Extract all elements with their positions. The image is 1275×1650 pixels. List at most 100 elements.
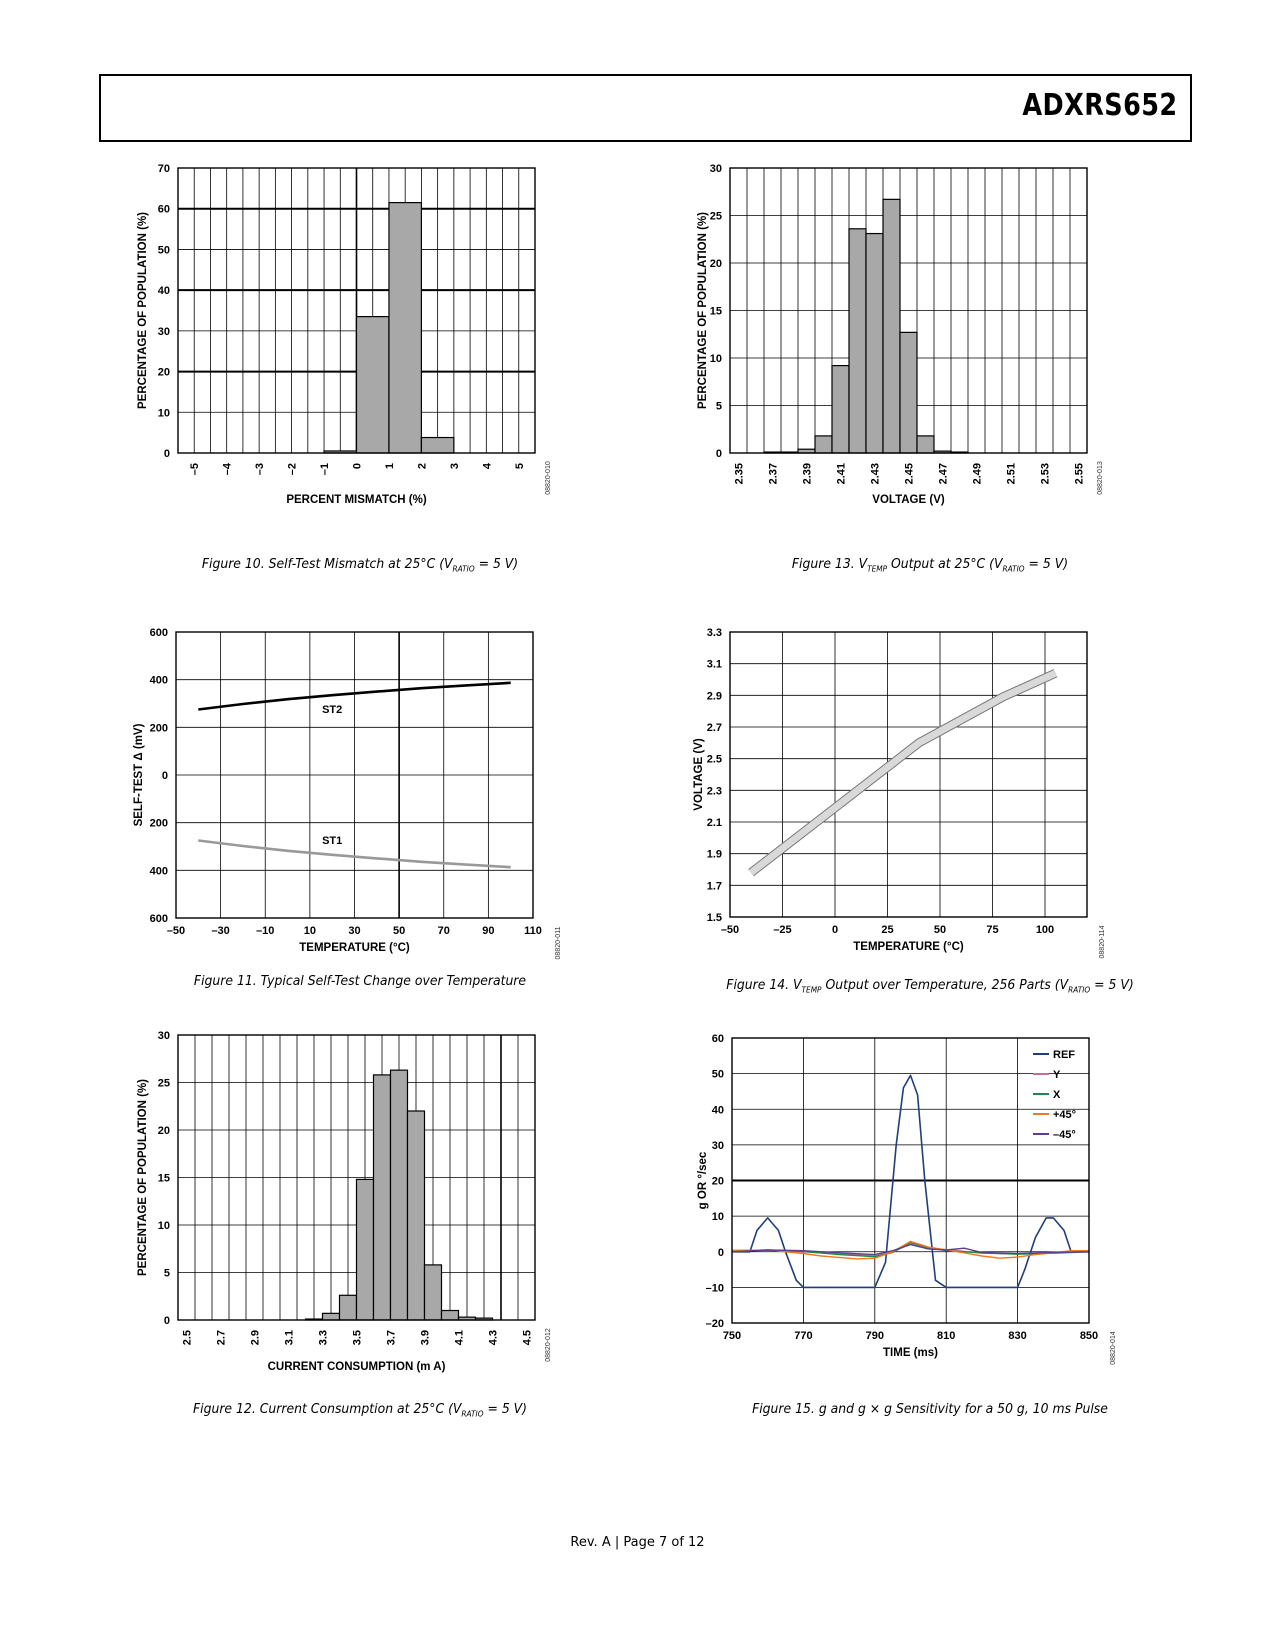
y-axis-label: SELF-TEST Δ (mV) [133,723,145,826]
x-tick-label: 30 [348,925,360,937]
histogram-bar [355,1178,375,1321]
histogram-bar [388,202,423,454]
x-axis-label: TEMPERATURE (°C) [853,941,964,953]
x-axis-label: TEMPERATURE (°C) [299,942,410,954]
y-axis-label: PERCENTAGE OF POPULATION (%) [697,212,709,409]
x-tick-label: –50 [167,925,185,937]
y-axis-label: g OR °/sec [697,1151,709,1209]
caption-fig14: Figure 14. VTEMP Output over Temperature… [709,977,1151,995]
histogram-bar [440,1309,460,1321]
x-tick-label: 4.1 [454,1330,466,1345]
x-tick-label: 110 [524,925,542,937]
caption-text: Figure 12. Current Consumption at 25°C (… [192,1401,462,1417]
part-number: ADXRS652 [1022,88,1178,123]
page-header: ADXRS652 [99,74,1192,142]
chart-fig10: 0 10 20 30 40 50 60 70 –5 –4 –3 –2 –1 0 1 2 3 4 5 PERCENT M… [137,163,552,506]
series-band-edge [748,669,1058,877]
plot-frame [175,631,534,919]
x-tick-label: 2.55 [1074,463,1086,484]
caption-text: Figure 11. Typical Self-Test Change over… [193,973,527,989]
x-tick-label: 3 [449,463,461,469]
y-tick-label: –10 [706,1282,724,1294]
figure-code: 08820-014 [1110,1331,1117,1365]
legend-label: REF [1053,1049,1075,1061]
caption-fig13: Figure 13. VTEMP Output at 25°C (VRATIO … [709,556,1151,574]
histogram-bar [814,435,833,454]
x-axis-label: CURRENT CONSUMPTION (m A) [268,1361,446,1373]
x-tick-label: –50 [721,924,739,936]
y-tick-label: 10 [710,353,722,365]
histogram-bar [338,1294,358,1321]
y-axis-label: VOLTAGE (V) [693,738,705,811]
series-line-45 [731,1240,1089,1260]
y-tick-label: 20 [710,258,722,270]
histogram-bar [916,435,935,454]
caption-sub: RATIO [461,1409,484,1419]
y-tick-label: 0 [716,448,722,460]
histogram-bar [899,331,918,454]
histogram-bar [831,365,850,454]
y-tick-label: 20 [158,1125,170,1137]
plot-frame [177,167,536,454]
figure-code: 08820-010 [545,461,552,495]
x-tick-label: 3.1 [284,1330,296,1345]
series-label-st2: ST2 [322,704,342,716]
y-tick-label: 70 [158,163,170,175]
y-tick-label: 30 [158,326,170,338]
y-tick-label: 0 [718,1247,724,1259]
y-tick-label: 2.1 [707,817,722,829]
histogram-bar [406,1110,426,1321]
caption-tail: = 5 V) [474,556,519,572]
figure-code: 08820-114 [1099,925,1106,958]
caption-fig11: Figure 11. Typical Self-Test Change over… [148,973,571,989]
x-tick-label: 4.5 [522,1330,534,1345]
x-tick-label: 830 [1008,1330,1026,1342]
caption-fig12: Figure 12. Current Consumption at 25°C (… [148,1401,571,1419]
x-tick-label: 10 [304,925,316,937]
y-tick-label: 200 [150,722,168,734]
x-tick-label: 2.35 [734,463,746,484]
x-tick-label: 0 [832,924,838,936]
y-tick-label: 10 [158,1220,170,1232]
x-tick-label: 50 [393,925,405,937]
x-axis-label: VOLTAGE (V) [872,494,945,506]
x-tick-label: –10 [256,925,274,937]
x-tick-label: 2.39 [802,463,814,484]
y-axis-label: PERCENTAGE OF POPULATION (%) [137,212,149,409]
x-tick-label: 50 [934,924,946,936]
y-tick-label: 50 [712,1069,724,1081]
x-tick-label: 770 [794,1330,812,1342]
y-tick-label: 0 [164,1315,170,1327]
y-tick-label: 30 [712,1140,724,1152]
histogram-bar [321,1312,341,1321]
y-tick-label: 60 [712,1033,724,1045]
caption-sub: TEMP [867,564,888,574]
y-tick-label: 2.3 [707,785,722,797]
y-tick-label: 1.5 [707,912,722,924]
x-tick-label: 75 [986,924,998,936]
chart-fig15: –20 –10 0 10 20 30 40 50 60 750 770 790 810 830 850 TIM… [697,1033,1117,1365]
caption-text: Figure 15. g and g × g Sensitivity for a… [752,1401,1108,1417]
x-tick-label: 2.43 [870,463,882,484]
y-tick-label: 400 [150,675,168,687]
x-tick-label: 790 [866,1330,884,1342]
x-tick-label: 2.47 [938,463,950,484]
histogram-bar [389,1069,409,1321]
figure-code: 08820-011 [555,926,562,959]
histogram-bar [848,228,867,454]
y-tick-label: 2.9 [707,690,722,702]
figure-code: 08820-013 [1097,461,1104,495]
y-tick-label: –20 [706,1318,724,1330]
chart-fig14: 1.5 1.7 1.9 2.1 2.3 2.5 2.7 2.9 3.1 3.3 –50 –25 0 25 5… [693,627,1106,958]
caption-sub: TEMP [801,985,822,995]
y-tick-label: 20 [158,367,170,379]
caption-text: Figure 10. Self-Test Mismatch at 25°C (V [201,556,453,572]
caption-text-mid: Output at 25°C (V [887,556,1003,572]
plot-frame [729,167,1088,454]
x-tick-label: –25 [773,924,791,936]
y-tick-label: 30 [158,1030,170,1042]
x-tick-label: 1 [384,463,396,469]
y-tick-label: 1.7 [707,880,722,892]
y-tick-label: 50 [158,244,170,256]
x-tick-label: 750 [723,1330,741,1342]
